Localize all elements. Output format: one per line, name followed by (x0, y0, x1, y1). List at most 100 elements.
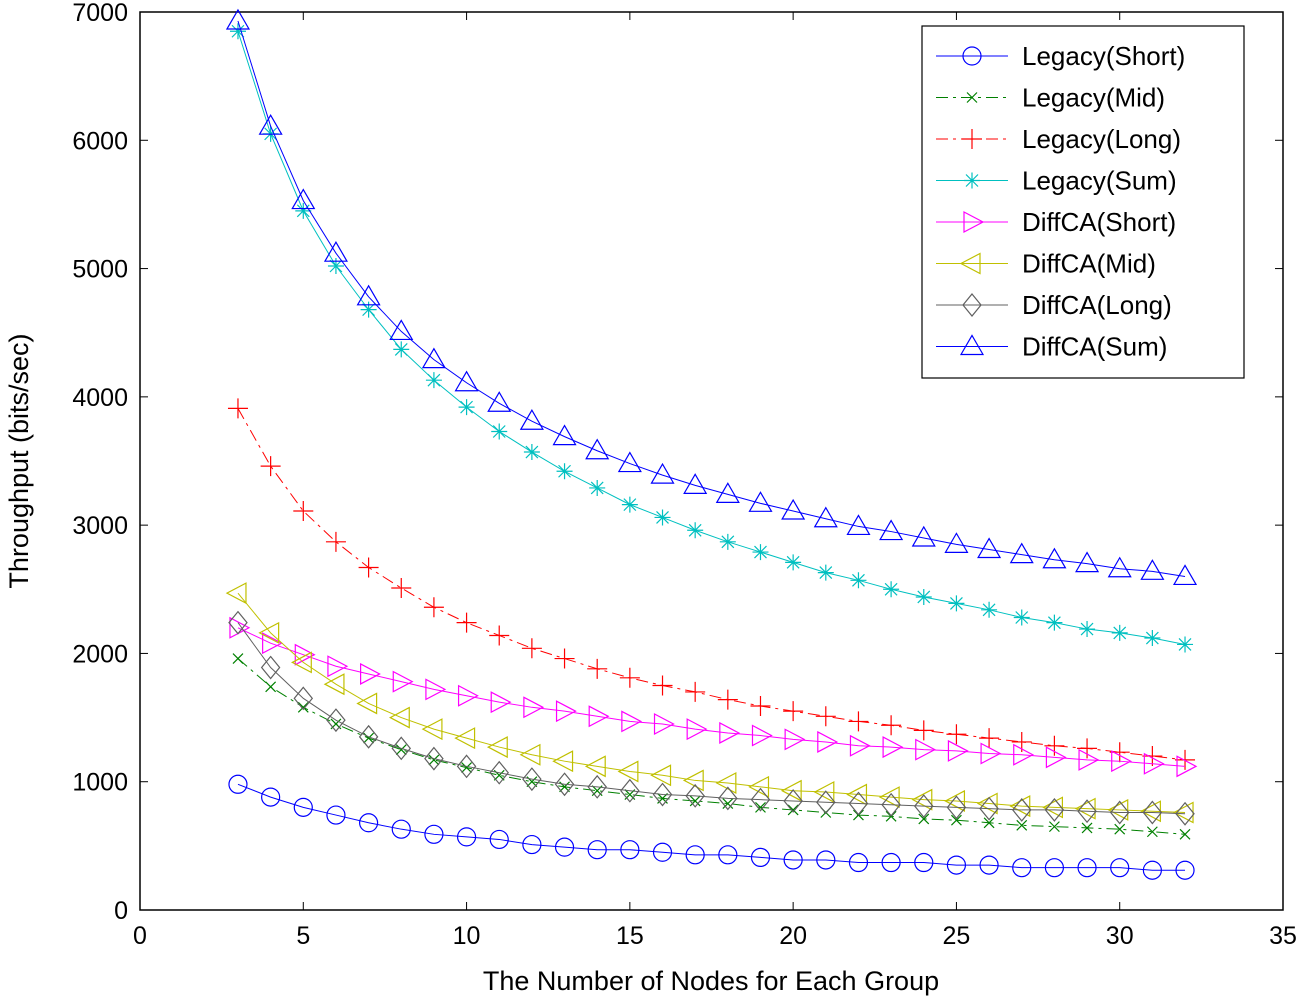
point-diffca-mid (519, 743, 541, 766)
point-diffca-mid (1042, 796, 1064, 819)
point-diffca-mid (617, 760, 639, 783)
point-legacy-sum (719, 533, 736, 550)
point-legacy-long (587, 658, 608, 679)
point-diffca-short (915, 738, 937, 761)
series-line-diffca-long (237, 622, 1186, 815)
point-diffca-long (391, 736, 412, 761)
point-legacy-mid (689, 795, 701, 807)
point-diffca-sum (650, 462, 675, 484)
series-line-diffca-sum (237, 20, 1186, 577)
point-legacy-long (1044, 735, 1065, 756)
point-diffca-mid (258, 621, 280, 644)
point-legacy-short (620, 840, 640, 860)
point-legacy-short (1142, 860, 1162, 880)
point-legacy-sum (589, 479, 606, 496)
point-diffca-sum (683, 473, 708, 494)
point-legacy-sum (948, 595, 965, 612)
point-legacy-long (1142, 746, 1163, 767)
point-legacy-long (783, 701, 804, 722)
point-legacy-mid (297, 701, 309, 713)
point-legacy-mid (1016, 819, 1028, 831)
series-diffca-short (229, 616, 1198, 778)
series-layer (225, 8, 1198, 880)
point-diffca-mid (323, 673, 345, 696)
point-diffca-sum (291, 188, 316, 210)
point-diffca-sum (781, 498, 806, 520)
point-legacy-mid (395, 744, 407, 756)
point-legacy-long (489, 625, 510, 646)
point-diffca-sum (421, 347, 446, 369)
point-legacy-sum (425, 372, 442, 389)
point-legacy-sum (915, 588, 932, 605)
point-legacy-short (489, 829, 509, 850)
point-legacy-mid (1048, 821, 1060, 833)
point-legacy-short (587, 840, 607, 860)
point-diffca-sum (617, 451, 642, 473)
point-legacy-long (456, 612, 477, 633)
point-diffca-short (327, 655, 349, 678)
x-tick-label: 15 (616, 922, 644, 950)
point-legacy-short (1044, 858, 1065, 878)
point-diffca-sum (225, 8, 251, 30)
point-diffca-sum (323, 240, 348, 262)
point-diffca-short (719, 721, 741, 744)
point-legacy-long (913, 720, 934, 741)
point-diffca-mid (584, 755, 606, 778)
point-diffca-short (262, 632, 283, 655)
point-legacy-sum (393, 341, 410, 358)
point-diffca-short (1078, 748, 1100, 771)
point-legacy-sum (1079, 621, 1096, 638)
point-diffca-short (980, 742, 1002, 765)
point-diffca-short (555, 700, 577, 723)
point-diffca-long (1077, 799, 1097, 824)
series-legacy-mid (232, 653, 1191, 840)
point-diffca-mid (290, 651, 312, 674)
point-diffca-mid (944, 789, 966, 812)
point-diffca-mid (486, 736, 508, 759)
point-diffca-mid (748, 775, 770, 798)
point-diffca-long (1109, 800, 1130, 825)
x-tick-label: 35 (1269, 922, 1297, 950)
point-diffca-mid (682, 769, 704, 792)
point-legacy-mid (918, 813, 930, 825)
point-diffca-short (1143, 752, 1165, 775)
point-diffca-long (326, 708, 346, 733)
point-diffca-short (784, 728, 806, 751)
point-legacy-sum (752, 544, 769, 561)
x-tick-label: 10 (453, 922, 481, 950)
point-diffca-long (424, 746, 444, 771)
point-diffca-long (293, 686, 314, 711)
legend-marker-legacy-mid (966, 92, 978, 103)
point-legacy-short (816, 850, 836, 870)
point-diffca-short (1013, 743, 1035, 766)
point-diffca-short (392, 670, 414, 693)
point-diffca-short (947, 739, 969, 762)
point-diffca-long (1142, 800, 1163, 825)
point-legacy-sum (817, 564, 834, 581)
point-diffca-sum (813, 506, 838, 528)
point-legacy-short (326, 805, 346, 825)
point-legacy-short (750, 847, 771, 868)
point-diffca-long (1044, 797, 1065, 822)
point-legacy-long (1077, 738, 1098, 759)
point-diffca-short (882, 736, 904, 759)
point-diffca-sum (356, 284, 381, 306)
x-tick-label: 25 (943, 922, 971, 950)
point-diffca-mid (1107, 798, 1129, 821)
point-diffca-sum (487, 391, 512, 412)
point-legacy-sum (687, 522, 704, 539)
point-legacy-sum (850, 572, 867, 589)
y-tick-label: 3000 (72, 512, 128, 540)
point-legacy-short (914, 852, 934, 873)
point-diffca-short (523, 696, 545, 719)
series-line-legacy-mid (237, 658, 1186, 835)
point-diffca-long (228, 610, 248, 635)
point-diffca-long (783, 789, 803, 813)
series-line-legacy-short (237, 783, 1186, 871)
point-diffca-short (490, 691, 512, 714)
point-legacy-long (652, 675, 673, 696)
point-legacy-long (260, 456, 281, 477)
point-diffca-short (1176, 755, 1198, 778)
point-legacy-short (424, 824, 444, 844)
point-legacy-mid (232, 653, 244, 664)
